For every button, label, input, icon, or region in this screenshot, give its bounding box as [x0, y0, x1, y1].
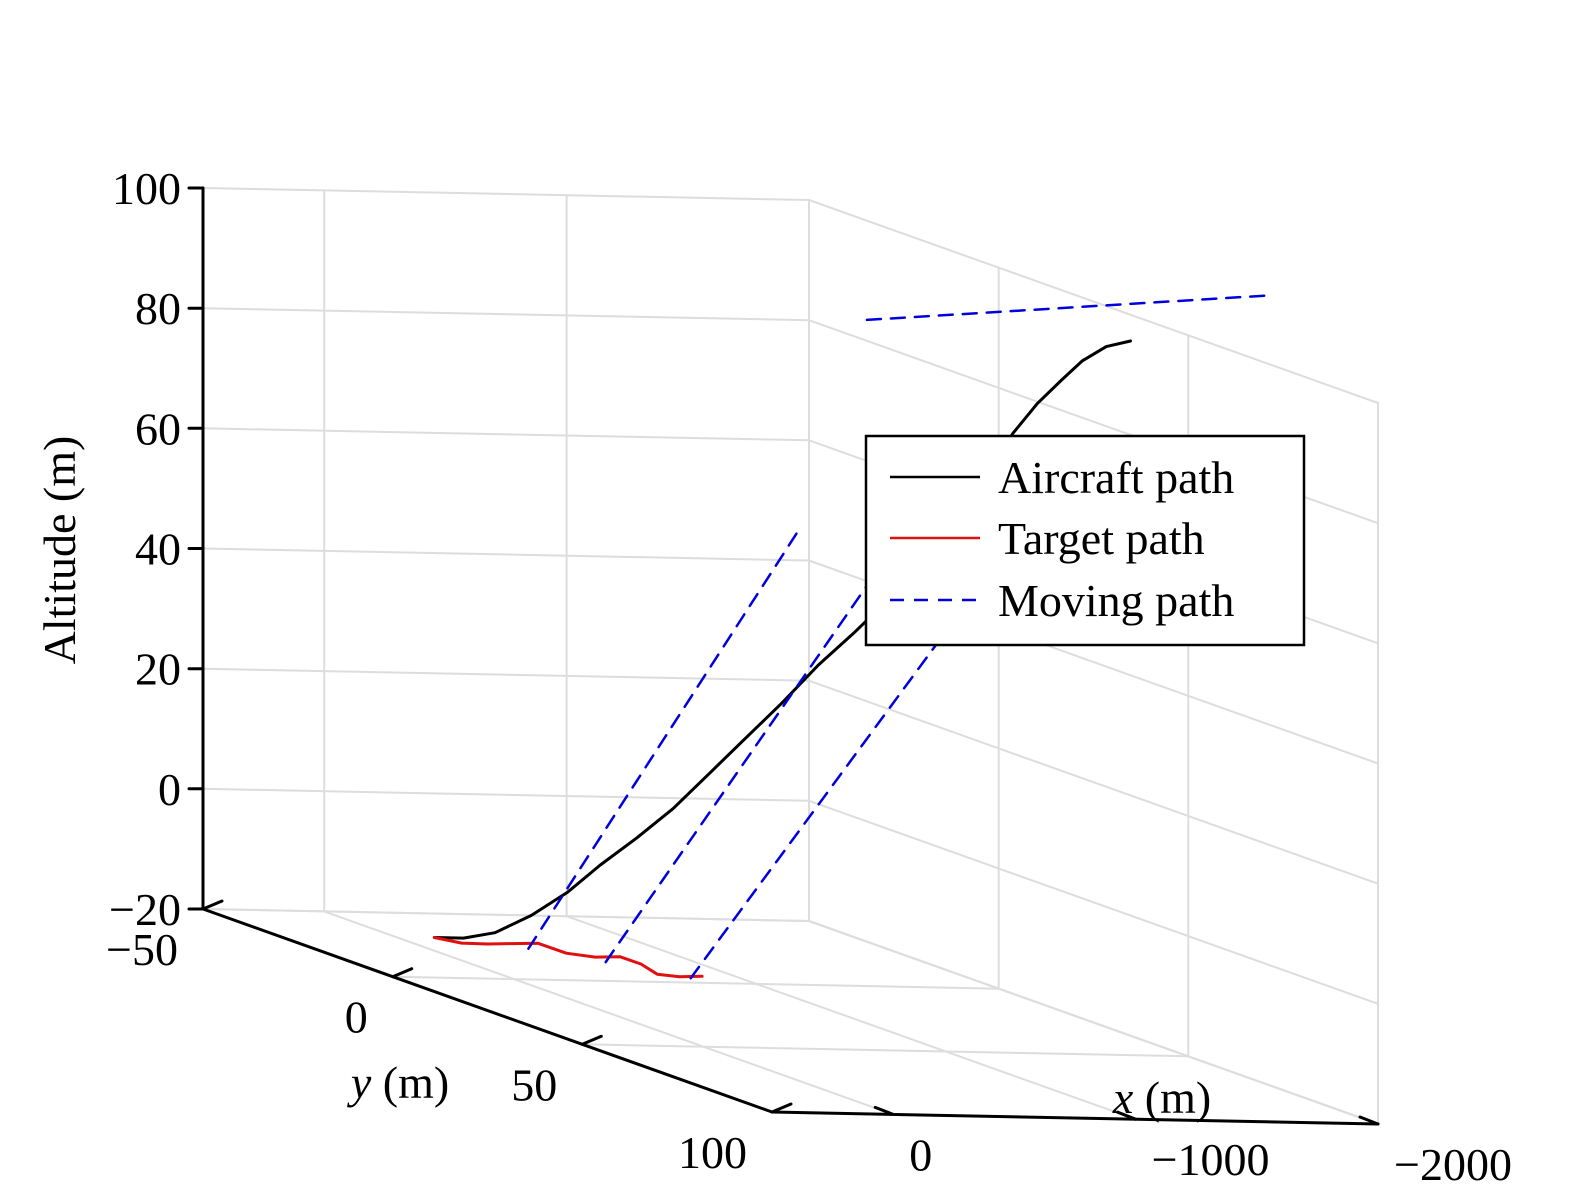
grid-line — [808, 679, 1379, 885]
grid — [202, 187, 1379, 1125]
y-axis-line — [201, 907, 774, 1114]
grid-line — [202, 908, 810, 922]
x-axis-label: x (m) — [1112, 1072, 1211, 1123]
y-tick-label: 0 — [345, 992, 368, 1043]
series-moving-path-segment — [604, 572, 877, 964]
grid-line — [581, 1043, 1190, 1058]
z-tick-label: 60 — [135, 403, 181, 454]
grid-line — [202, 307, 810, 322]
grid-line — [808, 920, 1379, 1125]
x-tick-label: −1000 — [1152, 1134, 1270, 1185]
axes — [187, 186, 1380, 1126]
y-tick — [580, 1034, 603, 1046]
series-target-path — [432, 936, 704, 979]
tick-labels: −20 0 20 40 60 80 100 −50 0 50 100 0 −1000 −2000 — [106, 163, 1512, 1187]
y-axis-label: y (m) — [347, 1057, 449, 1108]
x-tick — [873, 1105, 895, 1116]
legend-label-moving: Moving path — [998, 575, 1234, 626]
grid-line — [391, 975, 1000, 990]
y-tick — [770, 1102, 793, 1114]
y-tick — [201, 899, 224, 911]
grid-line — [202, 787, 810, 802]
grid-line — [202, 427, 810, 442]
x-tick-label: 0 — [909, 1129, 932, 1180]
series-moving-path-segment — [527, 524, 804, 950]
legend-label-target: Target path — [998, 513, 1205, 564]
x-axis-line — [770, 1110, 1380, 1126]
y-tick-label: −50 — [106, 924, 178, 975]
x-tick — [1116, 1110, 1138, 1121]
grid-line — [202, 187, 810, 201]
y-tick-label: 50 — [511, 1059, 557, 1110]
y-tick — [391, 967, 414, 979]
x-tick-label: −2000 — [1394, 1139, 1512, 1187]
grid-line — [808, 799, 1379, 1005]
series-layer — [432, 294, 1268, 980]
grid-line — [323, 910, 895, 1116]
z-tick-label: −20 — [109, 884, 181, 935]
legend-label-aircraft: Aircraft path — [998, 452, 1234, 503]
legend: Aircraft path Target path Moving path — [864, 434, 1306, 647]
y-tick-label: 100 — [678, 1127, 747, 1178]
z-tick-label: 40 — [135, 524, 181, 575]
z-tick-label: 100 — [112, 163, 181, 214]
x-tick — [1358, 1115, 1380, 1126]
grid-line — [808, 199, 1379, 404]
z-axis-label: Altitude (m) — [34, 436, 85, 665]
series-moving-path-segment — [689, 599, 970, 980]
grid-line — [565, 915, 1137, 1121]
z-tick-label: 0 — [158, 764, 181, 815]
z-tick-label: 20 — [135, 644, 181, 695]
series-moving-path-segment — [865, 294, 1268, 322]
legend-box — [864, 434, 1306, 647]
z-tick-label: 80 — [135, 283, 181, 334]
grid-line — [202, 667, 810, 682]
grid-line — [202, 547, 810, 562]
